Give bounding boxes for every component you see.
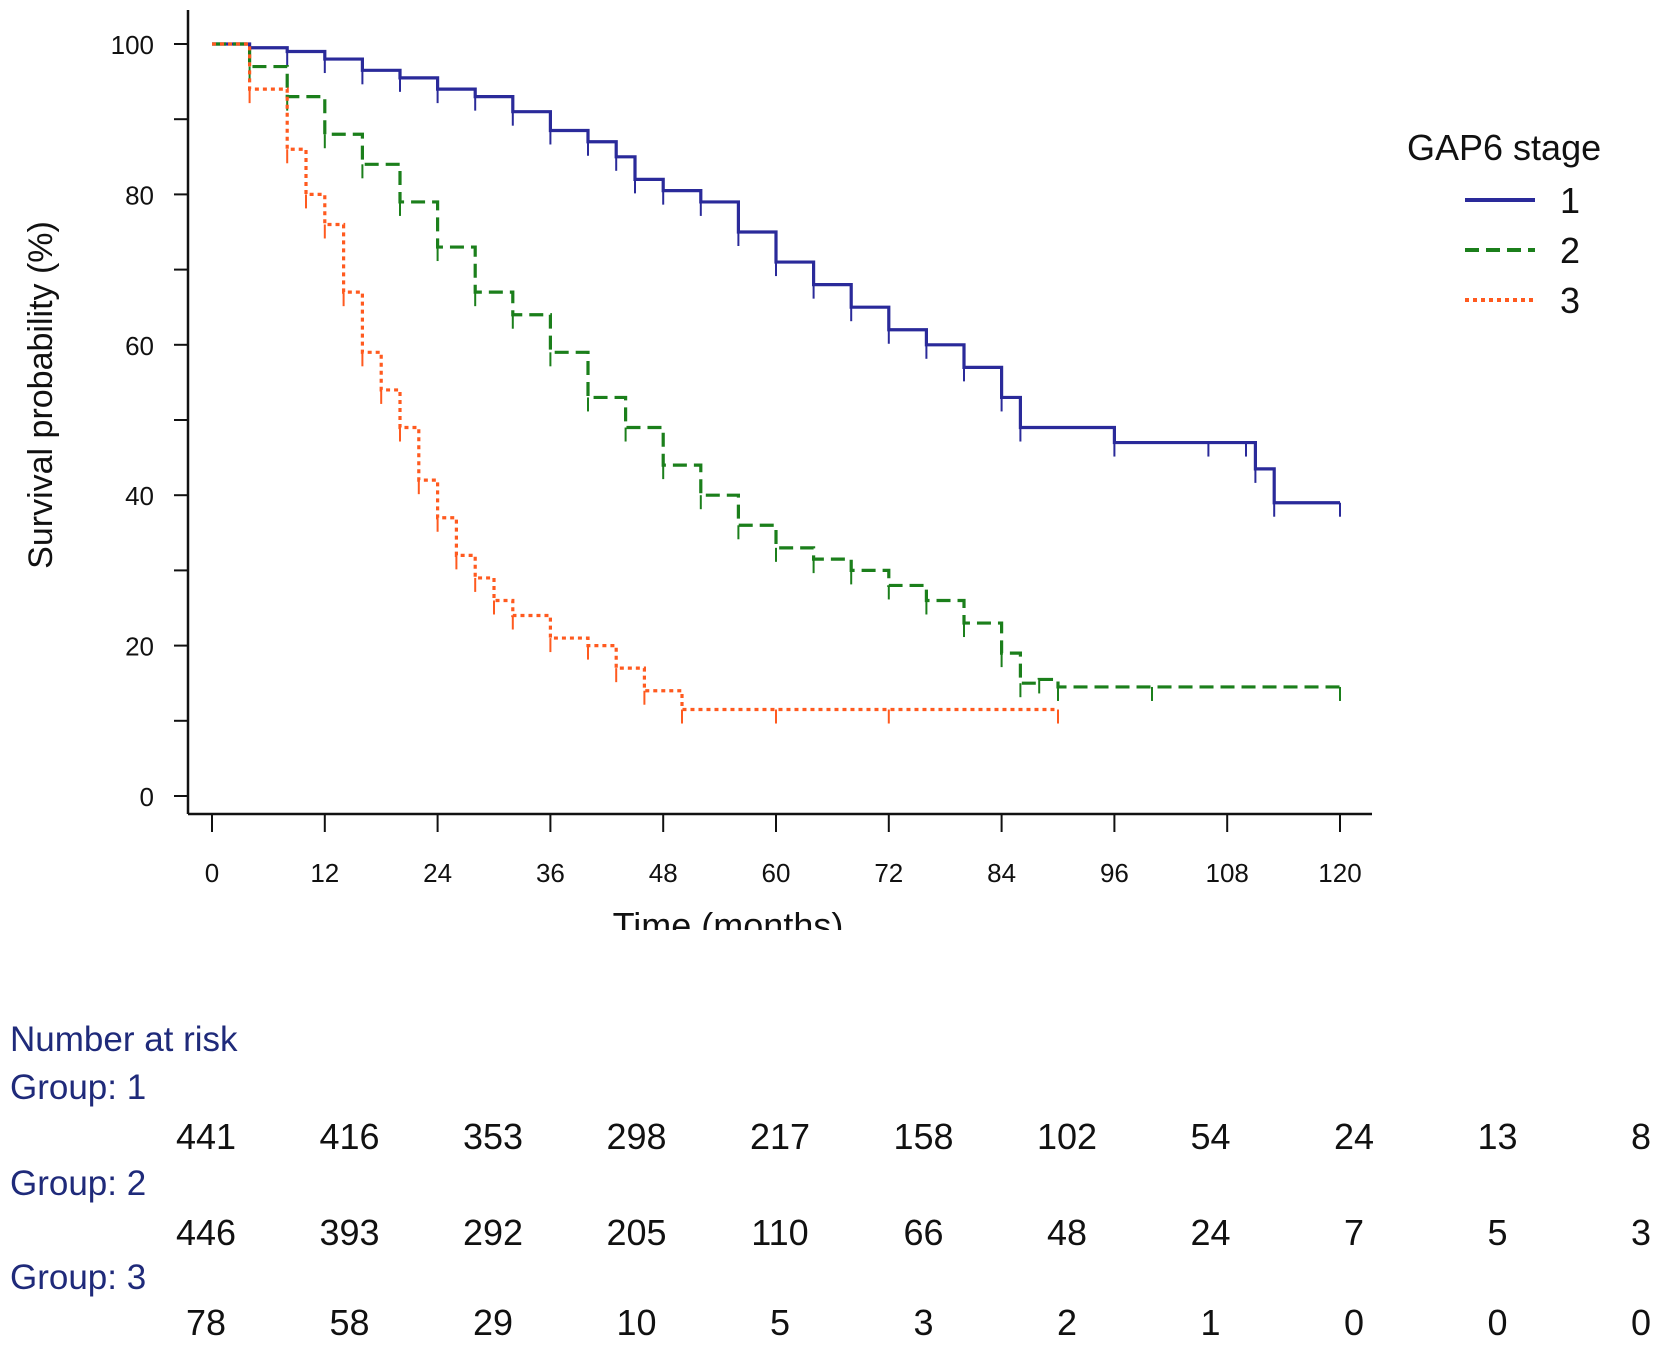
risk-cell: 441: [175, 1116, 237, 1157]
legend-label-3: 3: [1560, 280, 1580, 321]
x-tick-label: 24: [423, 858, 452, 888]
risk-cell: 217: [749, 1116, 811, 1157]
risk-cell: 0: [1487, 1302, 1508, 1343]
series-line-2: [212, 42, 1340, 689]
risk-cell: 5: [769, 1302, 791, 1343]
risk-cell: 66: [903, 1212, 944, 1253]
x-axis-label: Time (months): [613, 905, 844, 930]
risk-cell: 0: [1343, 1302, 1365, 1343]
x-tick-label: 48: [649, 858, 678, 888]
risk-cell: 10: [616, 1302, 657, 1343]
risk-cell: 54: [1190, 1116, 1231, 1157]
y-axis-label: Survival probability (%): [22, 221, 60, 569]
x-tick-label: 12: [310, 858, 339, 888]
x-tick-label: 120: [1318, 858, 1361, 888]
risk-cell: 416: [319, 1116, 380, 1157]
risk-cell: 2: [1056, 1302, 1078, 1343]
risk-group-label-2: Group: 2: [10, 1164, 147, 1203]
legend-label-2: 2: [1560, 230, 1580, 271]
x-tick-label: 108: [1206, 858, 1249, 888]
y-tick-label: 60: [125, 331, 154, 361]
series-line-1: [212, 42, 1340, 505]
risk-cell: 102: [1036, 1116, 1098, 1157]
legend-title: GAP6 stage: [1407, 127, 1601, 168]
risk-cell: 13: [1477, 1116, 1518, 1157]
risk-cell: 1: [1200, 1302, 1221, 1343]
risk-cell: 3: [1630, 1212, 1652, 1253]
risk-cell: 7: [1343, 1212, 1365, 1253]
x-tick-label: 60: [762, 858, 791, 888]
risk-cell: 29: [472, 1302, 514, 1343]
risk-cell: 205: [606, 1212, 667, 1253]
risk-cell: 0: [1630, 1302, 1652, 1343]
x-tick-label: 0: [205, 858, 219, 888]
axes: 0 20 40 60 80 100 0 12 24 36 48 60 72 84 96 108 120: [111, 10, 1372, 888]
series-layer: [212, 42, 1341, 724]
risk-cell: 48: [1046, 1212, 1088, 1253]
risk-cell: 393: [319, 1212, 380, 1253]
risk-group-label-1: Group: 1: [10, 1068, 147, 1107]
x-tick-label: 84: [987, 858, 1016, 888]
risk-cell: 58: [329, 1302, 370, 1343]
y-tick-label: 0: [140, 782, 154, 812]
risk-row-group-2: 446 393 292 205 110 66 48 24 7 5 3: [0, 1212, 1654, 1253]
risk-row-group-3: 78 58 29 10 5 3 2 1 0 0 0: [0, 1302, 1654, 1343]
y-tick-label: 80: [125, 180, 154, 210]
x-tick-label: 96: [1100, 858, 1129, 888]
x-tick-label: 72: [874, 858, 903, 888]
risk-cell: 24: [1190, 1212, 1231, 1253]
y-tick-label: 100: [111, 30, 154, 60]
risk-cell: 446: [175, 1212, 237, 1253]
risk-cell: 298: [606, 1116, 667, 1157]
risk-cell: 24: [1333, 1116, 1375, 1157]
risk-cell: 78: [185, 1302, 227, 1343]
risk-cell: 292: [462, 1212, 524, 1253]
risk-table-title: Number at risk: [10, 1020, 238, 1059]
risk-cell: 353: [462, 1116, 524, 1157]
risk-row-group-1: 441 416 353 298 217 158 102 54 24 13 8: [0, 1116, 1654, 1157]
risk-cell: 8: [1630, 1116, 1652, 1157]
y-tick-label: 40: [125, 481, 154, 511]
risk-cell: 158: [893, 1116, 954, 1157]
series-line-3: [212, 42, 1058, 712]
x-tick-label: 36: [536, 858, 565, 888]
risk-cell: 110: [751, 1212, 809, 1253]
risk-cell: 5: [1487, 1212, 1508, 1253]
y-tick-label: 20: [125, 632, 154, 662]
legend-label-1: 1: [1560, 180, 1580, 221]
risk-cell: 3: [913, 1302, 934, 1343]
risk-group-label-3: Group: 3: [10, 1258, 147, 1297]
legend: GAP6 stage 1 2 3: [1407, 127, 1601, 321]
